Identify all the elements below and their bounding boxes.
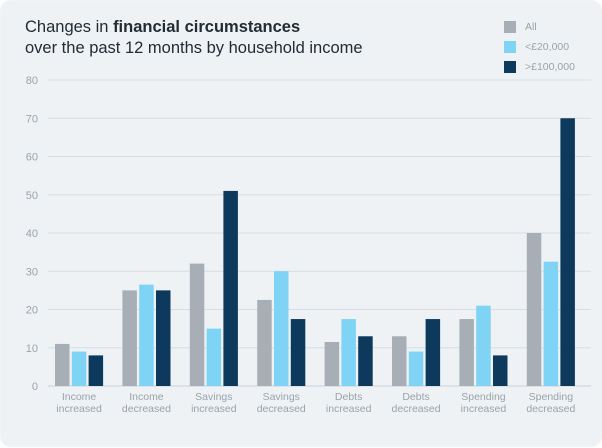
y-tick-label-0: 0 xyxy=(32,381,38,393)
y-tick-label-80: 80 xyxy=(26,75,38,87)
x-tick-label-debts-increased-line-1: Debts xyxy=(335,391,362,403)
x-tick-label-spending-decreased-line-2: decreased xyxy=(526,403,575,415)
x-tick-label-savings-increased-line-1: Savings xyxy=(195,391,232,403)
x-tick-label-debts-decreased-line-1: Debts xyxy=(402,391,429,403)
legend-swatch-under-20k xyxy=(504,41,516,53)
bar-under-20k-income-increased xyxy=(71,351,87,386)
bar-over-100k-savings-decreased xyxy=(290,319,306,386)
y-tick-label-60: 60 xyxy=(26,152,38,164)
x-tick-label-debts-increased-line-2: increased xyxy=(326,403,372,415)
x-tick-label-spending-increased-line-2: increased xyxy=(461,403,507,415)
bar-over-100k-spending-increased xyxy=(493,355,508,386)
title-bold: financial circumstances xyxy=(113,18,301,36)
x-tick-label-savings-decreased-line-1: Savings xyxy=(263,391,300,403)
bar-all-spending-increased xyxy=(459,319,474,386)
legend-label-all: All xyxy=(525,21,537,33)
bar-all-spending-decreased xyxy=(526,233,542,386)
bar-all-savings-decreased xyxy=(257,299,272,386)
bar-over-100k-debts-decreased xyxy=(425,319,441,386)
x-tick-label-debts-decreased-line-2: decreased xyxy=(392,403,441,415)
title-prefix: Changes in xyxy=(25,18,114,36)
y-tick-label-40: 40 xyxy=(26,228,38,240)
bar-under-20k-savings-decreased xyxy=(274,271,289,386)
bar-under-20k-debts-decreased xyxy=(408,351,424,386)
legend-swatch-all xyxy=(504,21,516,33)
x-tick-label-spending-decreased-line-1: Spending xyxy=(529,391,574,403)
legend-item-all: All xyxy=(504,17,575,37)
x-tick-label-savings-increased-line-2: increased xyxy=(191,403,237,415)
y-tick-label-50: 50 xyxy=(26,190,38,202)
bar-all-savings-increased xyxy=(189,263,205,386)
legend-label-over-100k: >£100,000 xyxy=(525,61,575,73)
bar-under-20k-spending-decreased xyxy=(543,261,559,386)
y-tick-label-10: 10 xyxy=(26,343,38,355)
legend: All <£20,000 >£100,000 xyxy=(504,17,575,77)
title-line-1: Changes in financial circumstances xyxy=(25,17,363,38)
bar-over-100k-spending-decreased xyxy=(560,118,575,386)
x-tick-label-income-increased-line-1: Income xyxy=(62,391,97,403)
legend-label-under-20k: <£20,000 xyxy=(525,41,570,53)
y-tick-label-30: 30 xyxy=(26,266,38,278)
bar-over-100k-savings-increased xyxy=(223,190,238,386)
bar-all-debts-increased xyxy=(324,342,340,386)
bar-all-income-increased xyxy=(55,343,70,386)
bar-under-20k-spending-increased xyxy=(476,305,491,386)
bar-all-income-decreased xyxy=(122,290,137,386)
x-tick-label-savings-decreased-line-2: decreased xyxy=(257,403,306,415)
bar-over-100k-income-decreased xyxy=(156,290,171,386)
bar-under-20k-debts-increased xyxy=(341,319,356,386)
legend-item-over-100k: >£100,000 xyxy=(504,57,575,77)
title-line-2: over the past 12 months by household inc… xyxy=(25,39,363,57)
y-tick-label-20: 20 xyxy=(26,305,38,317)
legend-swatch-over-100k xyxy=(504,61,516,73)
bar-over-100k-debts-increased xyxy=(358,336,373,386)
x-tick-label-income-decreased-line-1: Income xyxy=(129,391,164,403)
legend-item-under-20k: <£20,000 xyxy=(504,37,575,57)
bar-all-debts-decreased xyxy=(392,336,407,386)
bar-over-100k-income-increased xyxy=(88,355,104,386)
x-tick-label-income-decreased-line-2: decreased xyxy=(122,403,171,415)
x-tick-label-income-increased-line-2: increased xyxy=(56,403,102,415)
y-tick-label-70: 70 xyxy=(26,113,38,125)
x-tick-label-spending-increased-line-1: Spending xyxy=(461,391,506,403)
chart-title: Changes in financial circumstances over … xyxy=(25,17,363,59)
bar-under-20k-income-decreased xyxy=(139,284,154,386)
bar-under-20k-savings-increased xyxy=(206,328,222,386)
